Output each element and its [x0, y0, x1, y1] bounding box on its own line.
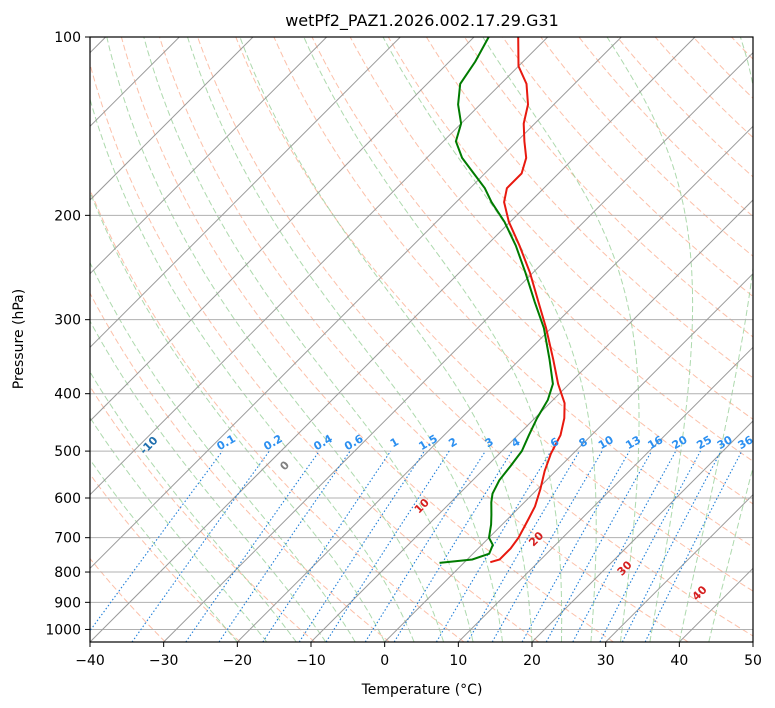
mixing-ratio-line: [364, 450, 486, 642]
y-tick-label: 300: [54, 313, 81, 329]
mixing-ratio-line: [521, 450, 630, 642]
isotherm-line: [163, 51, 753, 642]
dry-adiabat-line: [90, 62, 540, 642]
moist-adiabat-line: [187, 37, 503, 642]
moist-adiabat-line: [90, 370, 297, 642]
isotherm-line: [90, 37, 401, 349]
y-tick-label: 400: [54, 387, 81, 403]
y-tick-label: 600: [54, 491, 81, 507]
isotherm-line: [90, 37, 475, 422]
moist-adiabat-line: [303, 37, 563, 642]
moist-adiabat-line: [90, 261, 356, 642]
mixing-ratio-line: [572, 450, 677, 642]
x-tick-label: 10: [449, 653, 467, 669]
mixing-ratio-label: 36: [736, 433, 756, 452]
mixing-ratio-line: [262, 450, 392, 642]
y-tick-label: 700: [54, 531, 81, 547]
dry-adiabat-line: [464, 37, 753, 338]
moist-adiabat-line: [90, 458, 238, 642]
dry-adiabat-line: [90, 292, 390, 642]
dry-adiabat-line: [90, 188, 465, 642]
y-tick-label: 200: [54, 208, 81, 224]
moist-adiabat-line: [143, 37, 474, 642]
temperature-line: [490, 37, 566, 564]
dry-adiabat-line: [235, 37, 753, 592]
dry-adiabat-line: [90, 473, 241, 642]
moist-adiabat-line: [382, 37, 597, 642]
x-tick-label: 0: [380, 653, 389, 669]
x-axis-title: Temperature (°C): [361, 682, 483, 698]
x-tick-label: −10: [296, 653, 326, 669]
isotherm-line: [310, 199, 753, 642]
dry-adiabat-line: [349, 37, 753, 462]
mixing-ratio-line: [298, 450, 425, 642]
mixing-ratio-line: [90, 450, 223, 632]
isotherm-line: [90, 37, 622, 570]
mixing-ratio-line: [435, 450, 552, 642]
mixing-ratio-line: [545, 450, 653, 642]
isotherm-line: [457, 346, 753, 642]
mixing-ratio-line: [621, 450, 722, 642]
moist-adiabat-line: [239, 37, 533, 642]
mixing-ratio-line: [325, 450, 450, 642]
mixing-ratio-line: [131, 450, 270, 642]
dewpoint-line: [439, 37, 554, 564]
x-tick-label: −30: [149, 653, 179, 669]
x-tick-label: 20: [523, 653, 541, 669]
x-tick-label: 50: [744, 653, 762, 669]
y-tick-label: 800: [54, 565, 81, 581]
sounding-series: [439, 37, 566, 564]
mixing-ratio-line: [491, 450, 603, 642]
isotherm-line: [90, 37, 328, 275]
chart-title: wetPf2_PAZ1.2026.002.17.29.G31: [285, 11, 559, 31]
x-tick-label: −20: [223, 653, 253, 669]
isotherm-line: [90, 37, 549, 496]
moist-adiabat-line: [90, 416, 268, 642]
y-tick-label: 500: [54, 444, 81, 460]
y-tick-label: 100: [54, 30, 81, 46]
y-axis-title: Pressure (hPa): [11, 289, 27, 389]
moist-adiabat-line: [678, 37, 753, 642]
dry-adiabat-line: [90, 557, 166, 642]
dry-adiabat-line: [273, 37, 753, 548]
plot-frame: [89, 36, 754, 643]
mixing-ratio-line: [599, 450, 701, 642]
mixing-ratio-line: [218, 450, 351, 642]
y-tick-label: 900: [54, 595, 81, 611]
isotherm-line: [90, 37, 254, 201]
x-tick-label: 30: [597, 653, 615, 669]
isotherm-line: [236, 125, 753, 642]
moist-adiabat-line: [606, 37, 694, 642]
isotherm-line: [605, 493, 753, 642]
moist-adiabat-line: [90, 190, 386, 642]
moist-adiabat-line: [482, 37, 640, 642]
isotherm-line: [90, 37, 696, 642]
background-lines: [90, 37, 753, 642]
dry-adiabat-line: [120, 37, 614, 642]
mixing-ratio-line: [467, 450, 580, 642]
y-tick-label: 1000: [45, 622, 81, 638]
isotherm-line: [531, 420, 753, 642]
mixing-ratio-line: [644, 450, 743, 642]
dry-adiabat-line: [90, 385, 316, 642]
dry-adiabat-line: [311, 37, 753, 505]
isotherm-line: [384, 272, 753, 642]
moist-adiabat-line: [106, 37, 445, 642]
x-tick-label: 40: [670, 653, 688, 669]
axes: −40 −30 −20 −10 0 10 20 30 40 50 100 200 300 400 500 60…: [45, 30, 762, 669]
x-tick-label: −40: [75, 653, 105, 669]
dry-adiabat-line: [387, 37, 753, 420]
dry-adiabat-line: [159, 37, 689, 642]
dry-adiabat-line: [502, 37, 753, 298]
